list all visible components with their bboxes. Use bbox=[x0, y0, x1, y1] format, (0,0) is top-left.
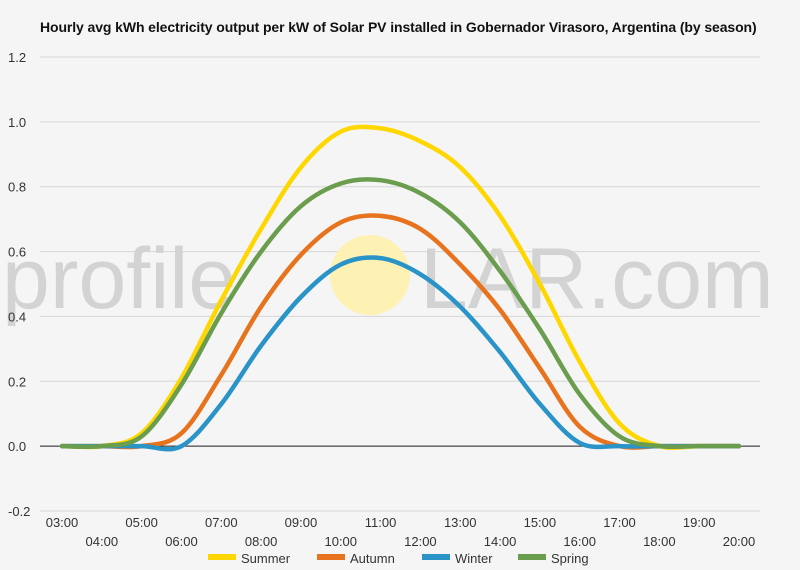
x-tick-label: 06:00 bbox=[165, 534, 198, 549]
legend-swatch-autumn bbox=[317, 554, 345, 560]
legend-label: Summer bbox=[241, 551, 291, 566]
legend-swatch-winter bbox=[422, 554, 450, 560]
watermark-text-left: profile bbox=[2, 231, 236, 327]
x-tick-label: 09:00 bbox=[285, 515, 318, 530]
y-tick-label: 0.4 bbox=[8, 309, 26, 324]
x-tick-label: 08:00 bbox=[245, 534, 278, 549]
x-tick-label: 16:00 bbox=[563, 534, 596, 549]
x-tick-label: 17:00 bbox=[603, 515, 636, 530]
watermark: profile LAR.com bbox=[2, 231, 774, 327]
x-tick-label: 12:00 bbox=[404, 534, 437, 549]
series-line-winter bbox=[59, 255, 742, 452]
x-tick-label: 18:00 bbox=[643, 534, 676, 549]
x-tick-label: 14:00 bbox=[484, 534, 517, 549]
y-tick-label: -0.2 bbox=[8, 504, 30, 519]
x-tick-label: 20:00 bbox=[723, 534, 756, 549]
y-tick-label: 0.0 bbox=[8, 439, 26, 454]
y-tick-label: 1.2 bbox=[8, 50, 26, 65]
legend-label: Autumn bbox=[350, 551, 395, 566]
legend-label: Spring bbox=[551, 551, 589, 566]
y-tick-label: 0.6 bbox=[8, 245, 26, 260]
y-tick-label: 1.0 bbox=[8, 115, 26, 130]
legend-swatch-spring bbox=[518, 554, 546, 560]
watermark-sun-icon bbox=[330, 235, 410, 315]
y-tick-label: 0.8 bbox=[8, 180, 26, 195]
x-tick-label: 15:00 bbox=[524, 515, 557, 530]
chart-title: Hourly avg kWh electricity output per kW… bbox=[40, 19, 757, 35]
legend-label: Winter bbox=[455, 551, 493, 566]
x-tick-label: 11:00 bbox=[365, 515, 397, 530]
x-tick-label: 10:00 bbox=[324, 534, 357, 549]
x-tick-label: 07:00 bbox=[205, 515, 238, 530]
x-tick-label: 05:00 bbox=[125, 515, 158, 530]
series-line-summer bbox=[59, 124, 742, 451]
x-tick-label: 03:00 bbox=[46, 515, 79, 530]
y-tick-label: 0.2 bbox=[8, 374, 26, 389]
x-tick-label: 19:00 bbox=[683, 515, 716, 530]
legend-swatch-summer bbox=[208, 554, 236, 560]
series-line-spring bbox=[59, 177, 742, 450]
y-axis-ticks: -0.2 0.0 0.2 0.4 0.6 0.8 1.0 1.2 bbox=[8, 50, 30, 519]
x-tick-label: 13:00 bbox=[444, 515, 477, 530]
series-lines bbox=[59, 124, 742, 452]
legend: Summer Autumn Winter Spring bbox=[208, 551, 589, 566]
x-axis-ticks: 03:00 04:00 05:00 06:00 07:00 08:00 09:00 10:00… bbox=[46, 515, 756, 549]
x-tick-label: 04:00 bbox=[86, 534, 119, 549]
